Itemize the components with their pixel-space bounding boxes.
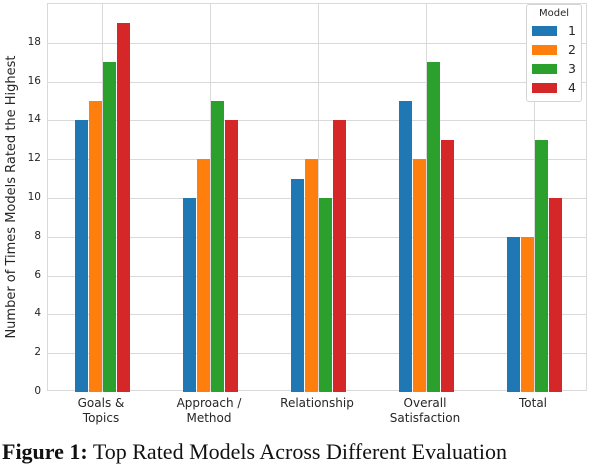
legend-swatch [532, 25, 557, 36]
y-tick-label: 2 [34, 346, 41, 359]
bar-model-2 [521, 237, 534, 392]
plot-area [47, 3, 587, 392]
y-tick-label: 12 [27, 152, 41, 165]
y-gridline [48, 120, 586, 122]
y-tick-label: 6 [34, 268, 41, 281]
y-tick-label: 8 [34, 229, 41, 242]
legend-title: Model [538, 8, 570, 19]
bar-model-2 [305, 159, 318, 392]
bar-model-2 [89, 101, 102, 392]
bar-model-4 [441, 140, 454, 392]
bar-model-3 [103, 62, 116, 392]
y-tick-label: 0 [34, 385, 41, 397]
bar-model-2 [413, 159, 426, 392]
legend-item-label: 2 [568, 42, 576, 57]
bar-model-1 [399, 101, 412, 392]
x-gridline [426, 4, 427, 390]
x-tick-label: Total [518, 396, 548, 410]
x-tick-label: Overall Satisfaction [389, 396, 461, 425]
legend: Model 1 2 3 4 [526, 4, 582, 102]
bar-model-3 [319, 198, 332, 392]
y-gridline [48, 42, 586, 44]
legend-item-model-2: 2 [532, 40, 576, 59]
x-gridline [102, 4, 103, 390]
bar-model-4 [117, 23, 130, 392]
legend-item-label: 1 [568, 23, 576, 38]
bar-model-4 [333, 120, 346, 392]
bar-model-3 [427, 62, 440, 392]
legend-swatch [532, 82, 557, 93]
x-gridline [210, 4, 211, 390]
legend-swatch [532, 44, 557, 55]
x-tick-label: Relationship [280, 396, 354, 410]
y-gridline [48, 81, 586, 83]
bar-model-1 [183, 198, 196, 392]
figure-caption-text: Top Rated Models Across Different Evalua… [87, 439, 507, 464]
legend-item-model-1: 1 [532, 21, 576, 40]
legend-item-label: 3 [568, 61, 576, 76]
y-axis-label: Number of Times Models Rated the Highest [4, 55, 19, 339]
bar-model-1 [291, 179, 304, 392]
bar-model-1 [75, 120, 88, 392]
bar-model-2 [197, 159, 210, 392]
legend-rows: 1 2 3 4 [532, 21, 576, 97]
legend-item-model-3: 3 [532, 59, 576, 78]
y-tick-label: 10 [27, 191, 41, 203]
figure-caption-label: Figure 1: [2, 439, 88, 464]
x-gridline [534, 4, 535, 390]
x-gridline [318, 4, 319, 390]
legend-item-model-4: 4 [532, 78, 576, 97]
bar-model-3 [211, 101, 224, 392]
legend-item-label: 4 [568, 80, 576, 95]
y-tick-label: 4 [34, 307, 41, 320]
y-tick-label: 14 [27, 113, 41, 126]
legend-swatch [532, 63, 557, 74]
bar-model-4 [549, 198, 562, 392]
x-tick-label: Goals & Topics [77, 396, 125, 425]
figure-caption: Figure 1: Top Rated Models Across Differ… [2, 439, 608, 464]
y-tick-label: 16 [27, 74, 41, 87]
y-tick-label: 18 [27, 35, 41, 48]
x-tick-label: Approach / Method [176, 396, 242, 425]
bar-model-4 [225, 120, 238, 392]
bar-model-1 [507, 237, 520, 392]
bar-model-3 [535, 140, 548, 392]
